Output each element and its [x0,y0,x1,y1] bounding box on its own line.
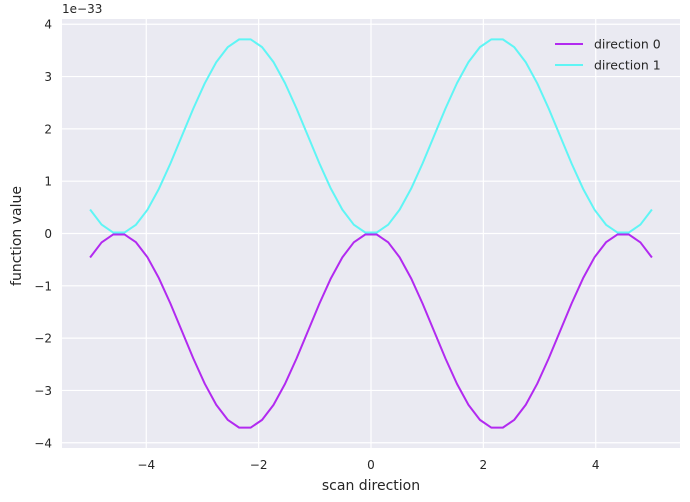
tick-labels: −4 −2 0 2 4 −4 −3 −2 −1 0 1 2 3 4 [34,18,599,472]
x-tick-label: −2 [250,458,268,472]
legend: direction 0 direction 1 [555,37,661,73]
y-tick-label: 0 [44,227,52,241]
y-offset-text: 1e−33 [62,2,102,16]
y-tick-label: 3 [44,70,52,84]
series-lines [89,38,653,429]
x-tick-label: −4 [137,458,155,472]
y-tick-label: −1 [34,279,52,293]
y-tick-label: −4 [34,436,52,450]
y-tick-label: 2 [44,122,52,136]
y-tick-label: 1 [44,175,52,189]
y-tick-label: −3 [34,384,52,398]
series-line-direction-1 [89,38,653,234]
series-line-direction-0 [89,233,653,429]
x-tick-label: 0 [367,458,375,472]
y-tick-label: −2 [34,332,52,346]
x-tick-label: 2 [480,458,488,472]
x-axis-label: scan direction [322,478,420,494]
legend-label-direction-1: direction 1 [594,58,661,73]
legend-label-direction-0: direction 0 [594,37,661,52]
x-tick-label: 4 [592,458,600,472]
y-axis-label: function value [9,186,25,286]
y-tick-label: 4 [44,18,52,32]
